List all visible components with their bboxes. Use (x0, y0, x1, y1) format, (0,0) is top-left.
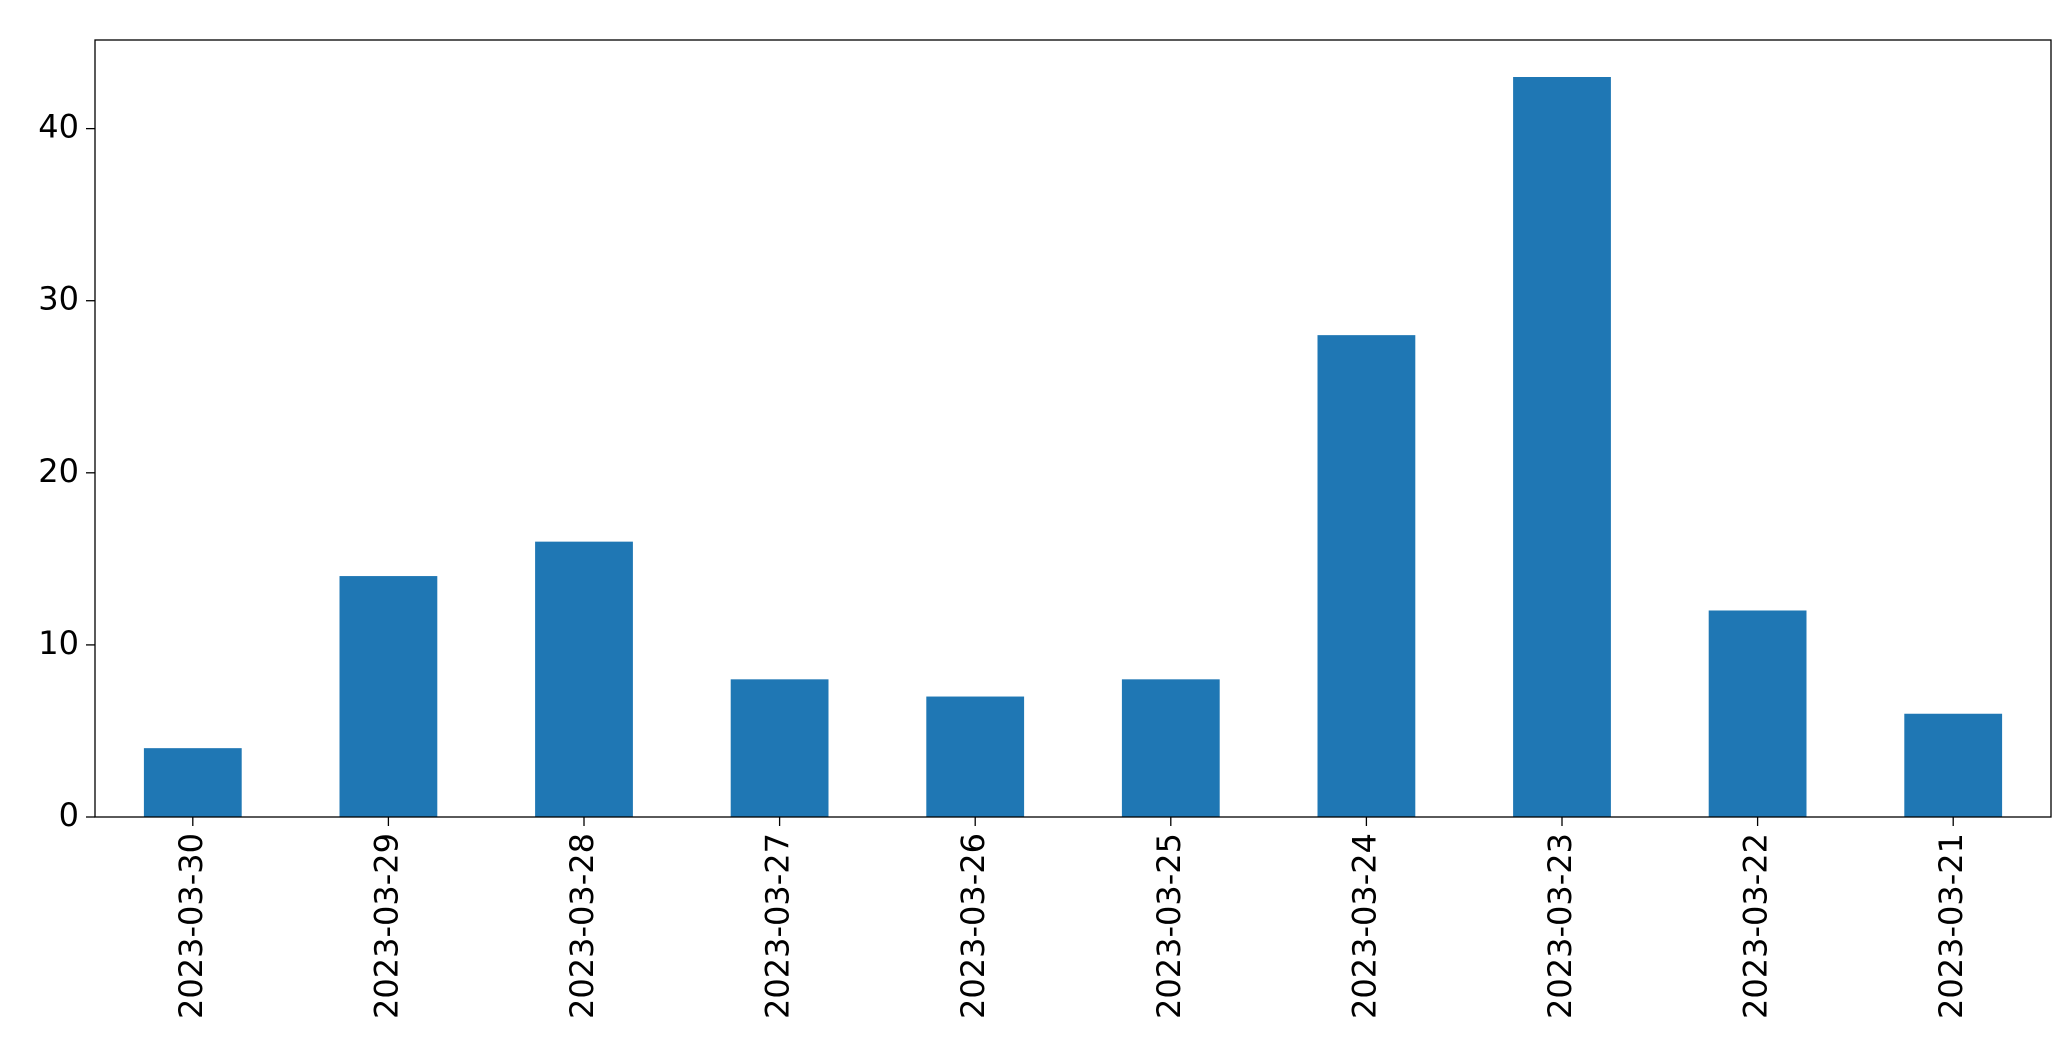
bar (339, 576, 438, 817)
x-tick-label: 2023-03-28 (563, 833, 601, 1019)
x-tick-label: 2023-03-22 (1737, 833, 1775, 1019)
x-tick-label: 2023-03-24 (1345, 833, 1383, 1019)
y-tick-label: 30 (38, 280, 79, 318)
plot-frame (94, 39, 2052, 818)
bar (1708, 610, 1807, 817)
bar (535, 541, 633, 817)
bar (1317, 335, 1416, 817)
bar (730, 679, 829, 817)
x-tick-label: 2023-03-29 (367, 833, 405, 1019)
y-tick-label: 10 (38, 624, 79, 662)
x-tick-label: 2023-03-27 (759, 833, 797, 1019)
x-tick-label: 2023-03-26 (954, 833, 992, 1019)
bar (926, 696, 1025, 817)
bar (1513, 77, 1611, 817)
bar (1904, 713, 2003, 817)
bar (1121, 679, 1220, 817)
y-tick-label: 20 (38, 452, 79, 490)
bar (143, 748, 242, 817)
x-tick-label: 2023-03-23 (1541, 833, 1579, 1019)
x-tick-label: 2023-03-30 (172, 833, 210, 1019)
y-tick-label: 40 (38, 108, 79, 146)
x-tick-label: 2023-03-25 (1150, 833, 1188, 1019)
x-tick-label: 2023-03-21 (1932, 833, 1970, 1019)
y-tick-label: 0 (59, 796, 79, 834)
